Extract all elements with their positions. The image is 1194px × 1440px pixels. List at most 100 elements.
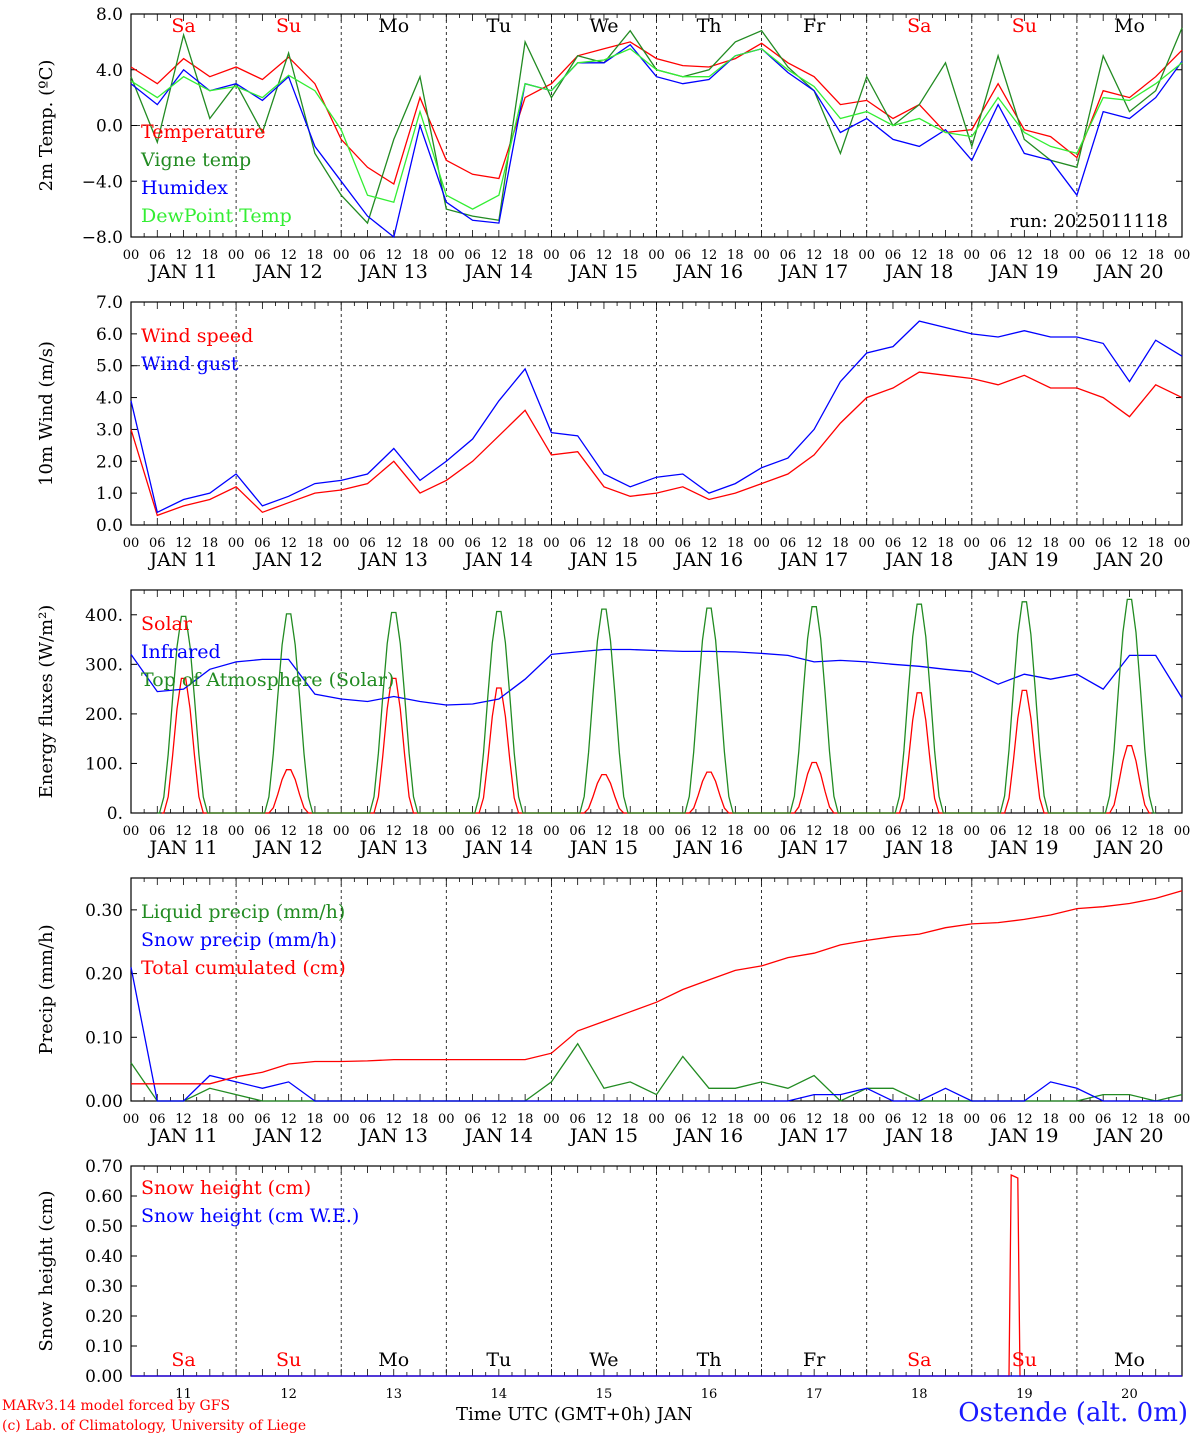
- y-tick-label: −4.0: [82, 172, 123, 192]
- hour-label: 12: [1121, 1112, 1138, 1127]
- day-label: JAN 12: [253, 837, 323, 859]
- hour-label: 06: [464, 1112, 481, 1127]
- hour-label: 18: [937, 248, 954, 263]
- hour-label: 00: [1069, 248, 1086, 263]
- legend-entry: Infrared: [141, 641, 221, 663]
- hour-label: 06: [569, 1112, 586, 1127]
- hour-label: 12: [701, 824, 718, 839]
- weekday-label: We: [589, 1349, 618, 1371]
- hour-label: 18: [202, 536, 219, 551]
- y-tick-label: 0.40: [85, 1247, 123, 1267]
- hour-label: 00: [438, 248, 455, 263]
- hour-label: 06: [254, 1112, 271, 1127]
- hour-label: 06: [464, 536, 481, 551]
- hour-label: 06: [780, 1112, 797, 1127]
- weekday-label: Fr: [803, 15, 826, 37]
- hour-label: 18: [727, 536, 744, 551]
- day-label: JAN 19: [988, 1125, 1058, 1147]
- hour-label: 12: [1016, 1112, 1033, 1127]
- day-number: 19: [1016, 1387, 1033, 1402]
- legend-entry: Wind gust: [141, 353, 239, 375]
- legend-entry: Snow height (cm W.E.): [141, 1205, 359, 1227]
- hour-label: 00: [753, 824, 770, 839]
- series-line-wind-gust: [130, 320, 1183, 514]
- hour-label: 18: [937, 1112, 954, 1127]
- y-axis-label: Precip (mm/h): [36, 924, 57, 1054]
- day-label: JAN 14: [463, 1125, 533, 1147]
- y-tick-label: 0.70: [85, 1157, 123, 1177]
- hour-label: 00: [543, 248, 560, 263]
- y-tick-label: 0.00: [85, 1367, 123, 1387]
- weekday-label: Sa: [907, 1349, 931, 1371]
- weekday-label: Mo: [1114, 15, 1145, 37]
- y-tick-label: 0.60: [85, 1187, 123, 1207]
- y-tick-label: 0.30: [85, 901, 123, 921]
- hour-label: 00: [964, 824, 981, 839]
- day-label: JAN 15: [568, 837, 638, 859]
- hour-label: 00: [964, 1112, 981, 1127]
- day-label: JAN 11: [147, 1125, 217, 1147]
- hour-label: 12: [491, 824, 508, 839]
- hour-label: 06: [254, 536, 271, 551]
- hour-label: 18: [412, 248, 429, 263]
- day-label: JAN 20: [1093, 261, 1163, 283]
- day-label: JAN 15: [568, 1125, 638, 1147]
- hour-label: 12: [280, 536, 297, 551]
- panel-1: 8.0 4.0 0.0 −4.0 −8.0 2m Temp. (ºC) Temperatur…: [36, 5, 1190, 283]
- panel-3: 400. 300. 200. 100. 0. Energy fluxes (W/m²) So…: [36, 589, 1190, 859]
- hour-label: 12: [1016, 824, 1033, 839]
- hour-label: 12: [701, 248, 718, 263]
- weekday-label: Sa: [171, 15, 195, 37]
- hour-label: 00: [964, 248, 981, 263]
- panel-5: 0.70 0.60 0.50 0.40 0.30 0.20 0.10 0.00 Snow hei…: [36, 1157, 1183, 1387]
- hour-label: 06: [149, 248, 166, 263]
- hour-label: 18: [832, 824, 849, 839]
- hour-label: 12: [491, 1112, 508, 1127]
- legend-entry: Liquid precip (mm/h): [141, 901, 345, 923]
- y-tick-label: 3.0: [96, 420, 123, 440]
- weekday-label: Su: [1012, 15, 1037, 37]
- y-tick-label: 0.: [107, 804, 123, 824]
- hour-label: 18: [307, 824, 324, 839]
- legend-entry: Solar: [141, 613, 193, 635]
- day-label: JAN 16: [673, 837, 743, 859]
- hour-label: 06: [885, 824, 902, 839]
- day-number: 14: [491, 1387, 508, 1402]
- legend-entry: DewPoint Temp: [141, 205, 292, 227]
- day-label: JAN 13: [358, 837, 428, 859]
- lab-credit: (c) Lab. of Climatology, University of L…: [2, 1418, 307, 1434]
- hour-label: 00: [123, 248, 140, 263]
- station-name: Ostende (alt. 0m): [958, 1398, 1188, 1428]
- hour-label: 12: [911, 1112, 928, 1127]
- y-tick-label: 8.0: [96, 5, 123, 25]
- hour-label: 12: [911, 248, 928, 263]
- run-label: run: 2025011118: [1010, 211, 1168, 232]
- hour-label: 00: [753, 1112, 770, 1127]
- series-line-snow-precip-mm-h-: [130, 967, 1182, 1102]
- day-label: JAN 17: [778, 261, 848, 283]
- hour-label: 18: [1147, 248, 1164, 263]
- day-label: JAN 16: [673, 1125, 743, 1147]
- hour-label: 06: [675, 536, 692, 551]
- hour-label: 06: [359, 824, 376, 839]
- y-tick-label: 400.: [85, 606, 123, 626]
- hour-label: 18: [412, 536, 429, 551]
- series-line-top-of-atmosphere-solar-: [157, 598, 1156, 814]
- day-number: 20: [1121, 1387, 1138, 1402]
- hour-label: 06: [990, 248, 1007, 263]
- hour-label: 12: [1121, 248, 1138, 263]
- hour-label: 06: [149, 824, 166, 839]
- weekday-label: Su: [1012, 1349, 1037, 1371]
- model-credit: MARv3.14 model forced by GFS: [2, 1398, 231, 1414]
- hour-label: 18: [517, 1112, 534, 1127]
- day-label: JAN 14: [463, 261, 533, 283]
- hour-label: 18: [517, 536, 534, 551]
- hour-label: 18: [832, 536, 849, 551]
- day-label: JAN 12: [253, 1125, 323, 1147]
- y-tick-label: 4.0: [96, 61, 123, 81]
- hour-label: 00: [123, 1112, 140, 1127]
- hour-label: 12: [596, 1112, 613, 1127]
- hour-label: 00: [123, 824, 140, 839]
- day-label: JAN 19: [988, 261, 1058, 283]
- weekday-label: Mo: [1114, 1349, 1145, 1371]
